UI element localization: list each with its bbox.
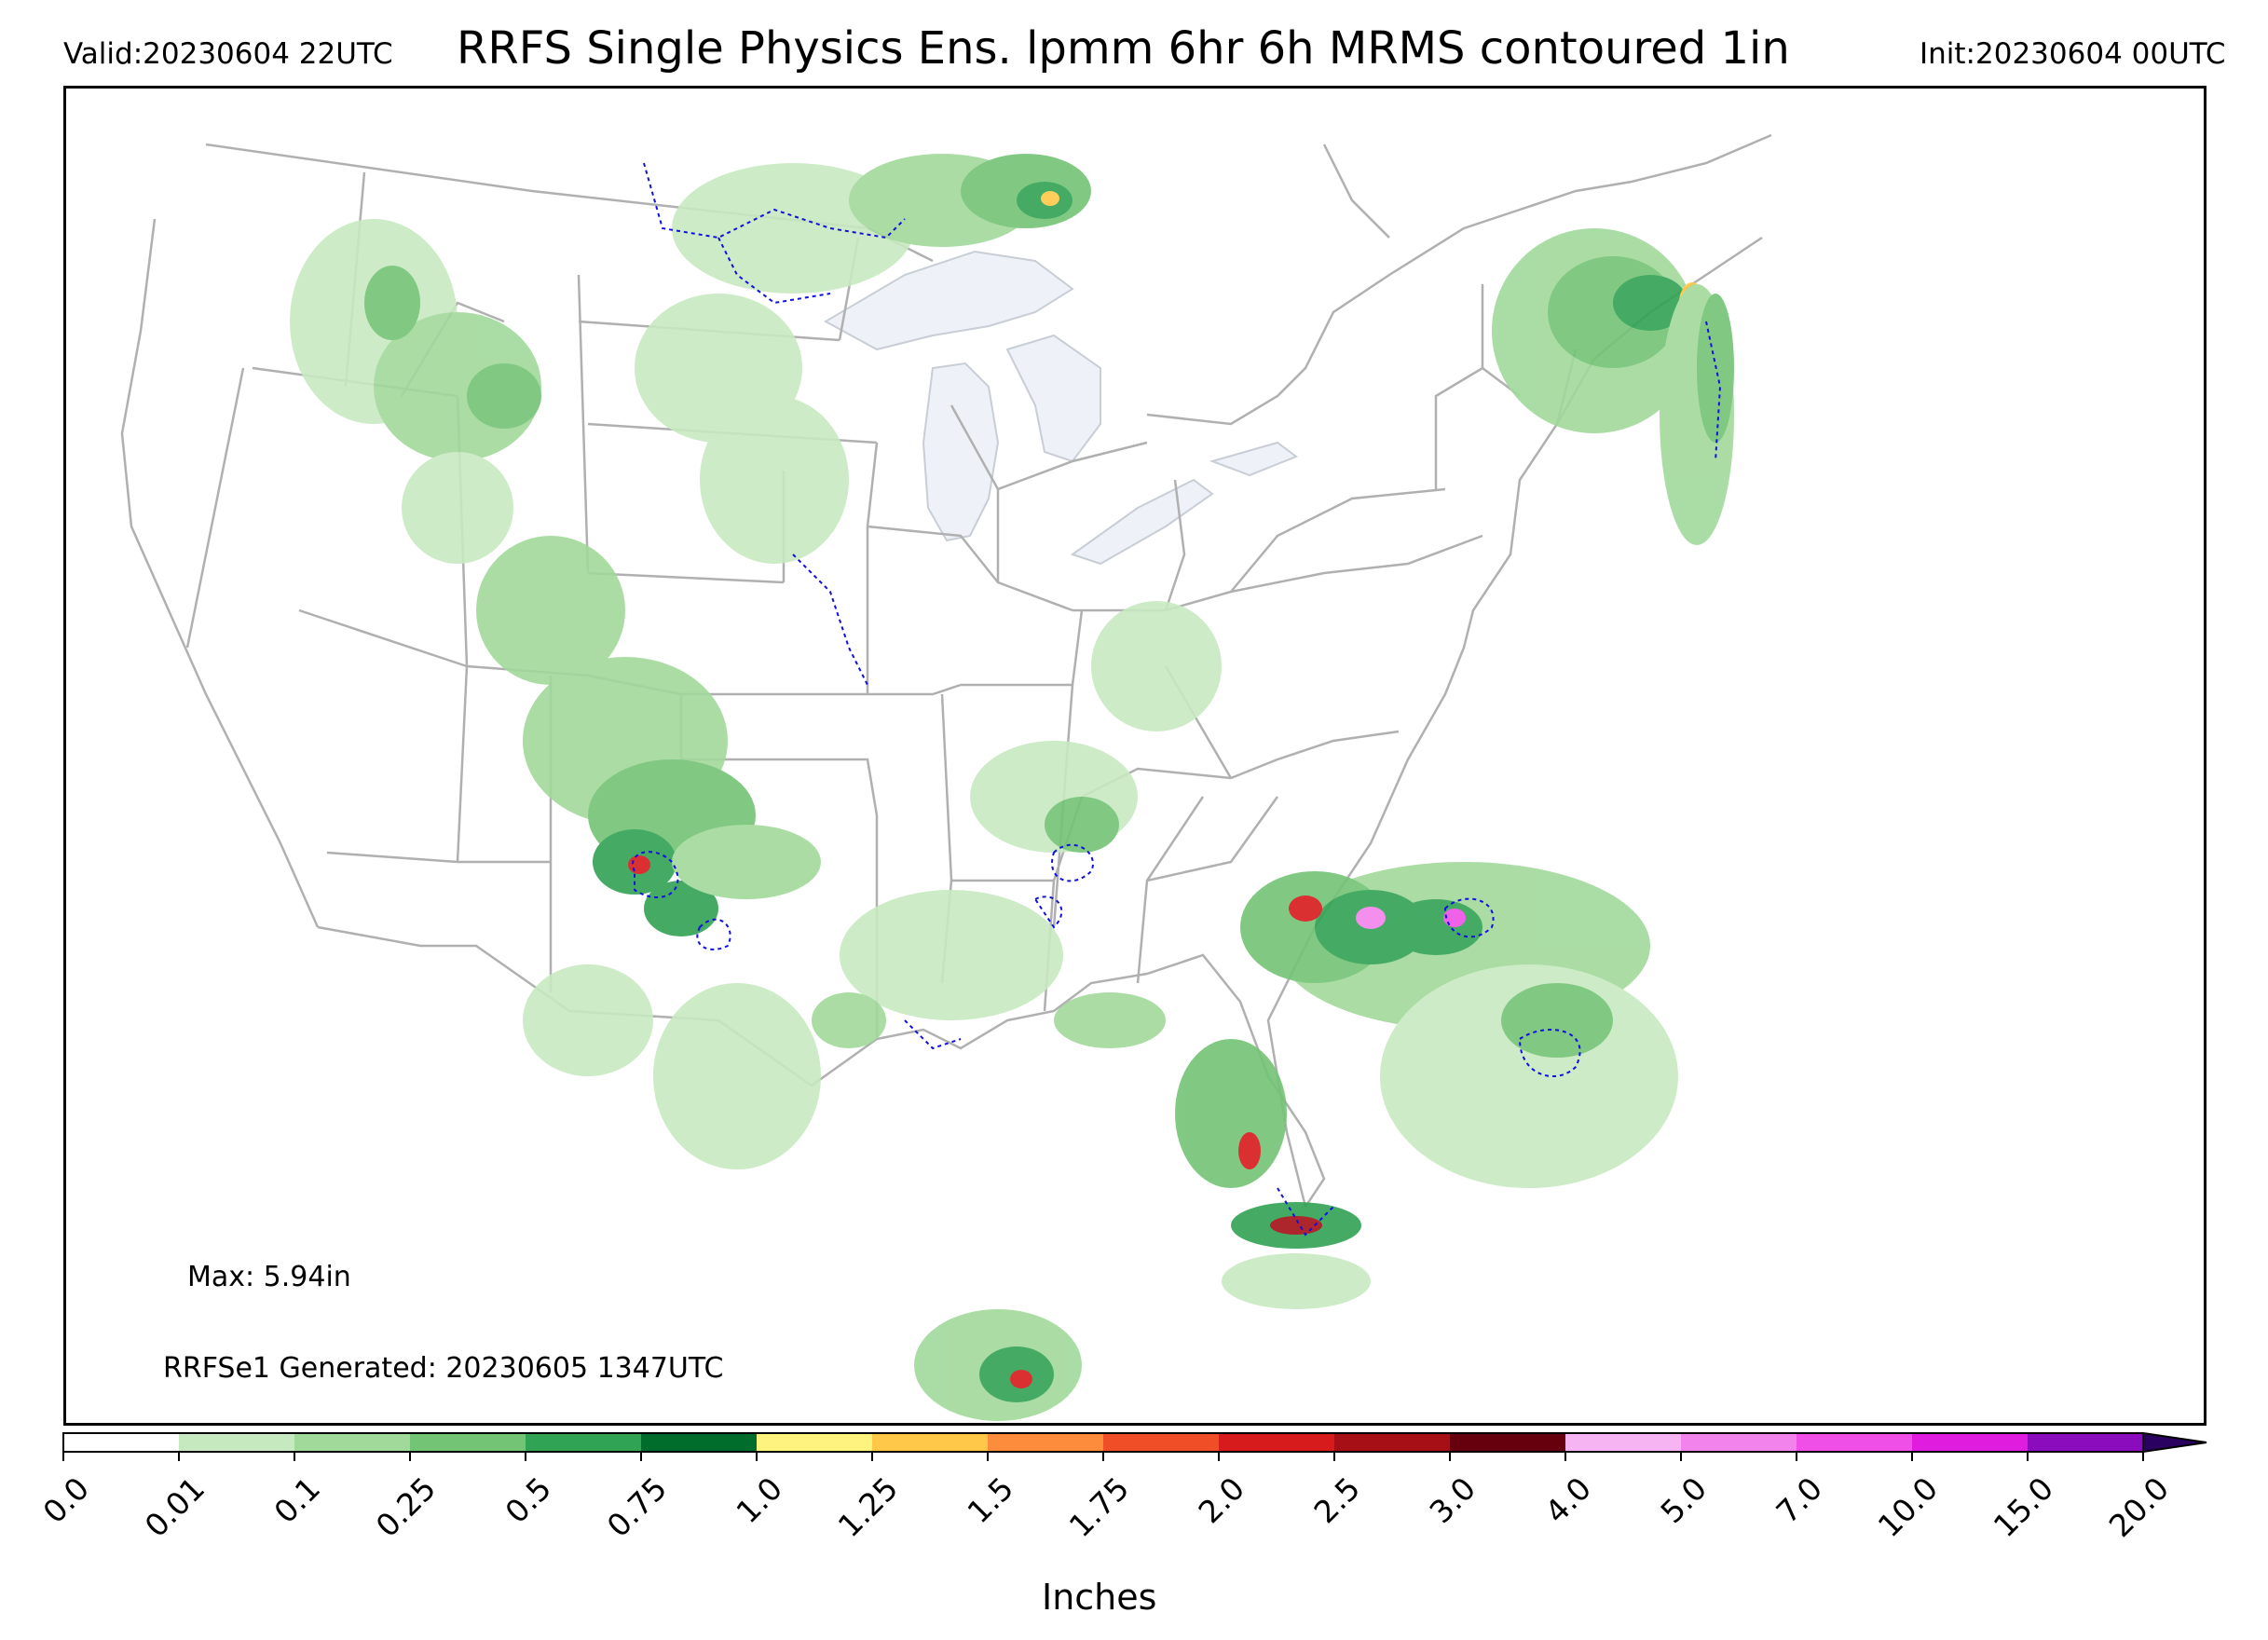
colorbar-svg: 0.0 0.01 0.1 0.25 0.5 0.75 1.0 1.25 1.5 1.75 2.0 2.… [36,1431,2207,1545]
colorbar-extend-arrow [2142,1431,2207,1454]
precip-northern-rockies [290,219,541,564]
precip-shading [290,154,1734,1421]
lake-superior [823,250,1074,351]
colorbar-swatch [988,1433,1104,1452]
colorbar-tick-label: 0.25 [369,1470,444,1545]
colorbar-swatch [526,1433,642,1452]
colorbar-tick-label: 0.75 [600,1470,675,1545]
colorbar-tick-label: 1.25 [831,1470,906,1545]
colorbar-tick-label: 5.0 [1654,1470,1715,1531]
colorbar-swatch [641,1433,758,1452]
precip-southeast-gulf [812,601,1222,1048]
colorbar-swatch [1219,1433,1335,1452]
precip-new-england [1492,228,1734,545]
water-bodies [823,250,1299,566]
precip-northern-plains [635,154,1091,564]
colorbar-swatch [410,1433,526,1452]
precipitation-map: Max: 5.94in RRFSe1 Generated: 20230605 1… [63,86,2207,1426]
colorbar-tick-label: 4.0 [1538,1470,1599,1531]
colorbar-swatch [179,1433,295,1452]
max-label: Max: 5.94in [187,1261,351,1293]
gulf-coast [876,953,1326,1208]
colorbar-swatch [294,1433,411,1452]
colorbar-tick-label: 15.0 [1987,1470,2061,1545]
lake-erie [1070,478,1214,566]
header: Valid:20230604 22UTC RRFS Single Physics… [0,0,2268,84]
colorbar-swatch [63,1433,180,1452]
colorbar-tick-label: 0.1 [267,1470,328,1531]
colorbar-tick-label: 20.0 [2102,1470,2177,1545]
lake-michigan [922,362,1000,542]
generated-label: RRFSe1 Generated: 20230605 1347UTC [163,1352,724,1385]
colorbar-tick-label: 1.0 [730,1470,790,1531]
colorbar-label: Inches [1042,1577,1157,1618]
colorbar-swatch [1334,1433,1451,1452]
valid-time-label: Valid:20230604 22UTC [63,37,393,71]
mrms-contours [632,162,1722,1237]
precip-southern-rockies [476,536,821,1169]
colorbar-tick-label: 7.0 [1769,1470,1830,1531]
colorbar-swatch [1681,1433,1797,1452]
colorbar-tick-label: 1.75 [1062,1470,1137,1545]
colorbar-tick-label: 0.01 [138,1470,212,1545]
colorbar-swatch [1797,1433,1913,1452]
colorbar-swatch [1565,1433,1682,1452]
canada-east [1322,133,1772,277]
colorbar-swatch [1912,1433,2029,1452]
colorbar-swatch [2028,1433,2144,1452]
colorbar-tick-label: 2.5 [1307,1470,1368,1531]
precip-northern-mexico [914,1309,1082,1421]
colorbar-tick-label: 0.0 [36,1470,97,1531]
lake-huron [1005,334,1101,463]
init-time-label: Init:20230604 00UTC [1920,37,2226,71]
colorbar-tick-label: 0.5 [499,1470,559,1531]
chart-title: RRFS Single Physics Ens. lpmm 6hr 6h MRM… [457,22,1790,75]
colorbar-swatch [1103,1433,1220,1452]
colorbar-tick-label: 1.5 [961,1470,1021,1531]
colorbar-tick-label: 10.0 [1871,1470,1946,1545]
colorbar-swatch [1450,1433,1566,1452]
colorbar: 0.0 0.01 0.1 0.25 0.5 0.75 1.0 1.25 1.5 1.75 2.0 2.… [0,1416,2268,1583]
map-canvas [120,133,1772,1421]
colorbar-tick-label: 3.0 [1423,1470,1483,1531]
colorbar-swatch [872,1433,989,1452]
lake-ontario [1209,441,1299,477]
colorbar-swatch [757,1433,873,1452]
west-coast [120,218,320,928]
precip-florida-atlantic [1175,862,1678,1309]
colorbar-tick-label: 2.0 [1192,1470,1252,1531]
